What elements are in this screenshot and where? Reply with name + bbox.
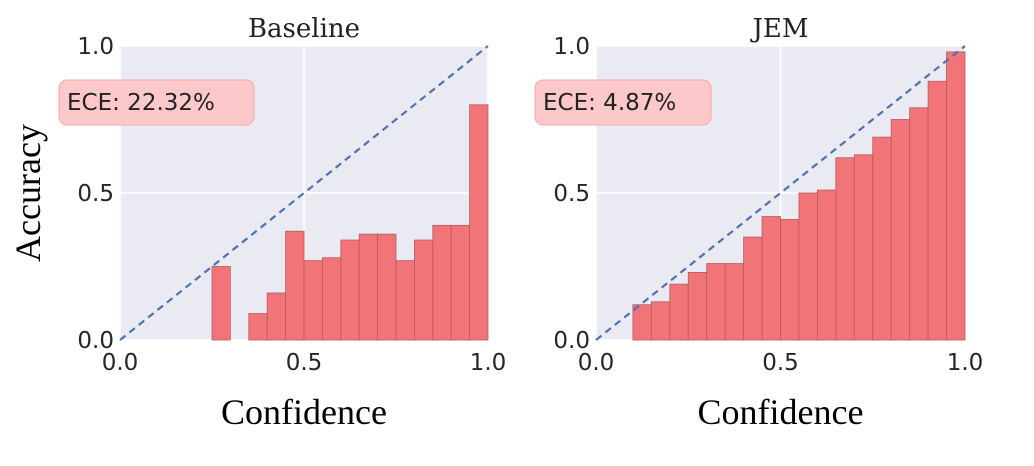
bar: [669, 283, 689, 341]
x-tick-label: 1.0: [470, 350, 507, 376]
tick-labels: 0.0 0.5 1.0 0.0 0.5 1.0: [77, 34, 506, 376]
tick-labels: 0.0 0.5 1.0 0.0 0.5 1.0: [553, 34, 983, 376]
bar: [817, 189, 837, 341]
bar: [632, 304, 652, 341]
bar: [285, 230, 305, 341]
bars: [632, 51, 966, 341]
bar: [872, 136, 892, 341]
x-tick-label: 0.5: [286, 350, 323, 376]
bar: [927, 80, 947, 341]
ece-annotation: ECE: 4.87%: [534, 79, 712, 126]
bar: [358, 233, 379, 341]
bar: [853, 154, 874, 341]
perfect-calibration-line: [595, 45, 966, 341]
bar: [321, 257, 342, 341]
bar: [706, 263, 726, 341]
x-axis-label: Confidence: [698, 392, 864, 432]
bar: [743, 236, 763, 341]
bar: [798, 192, 818, 341]
bar: [395, 260, 415, 341]
ece-box: [58, 79, 255, 126]
ece-text: ECE: 22.32%: [67, 90, 215, 116]
bar: [946, 51, 966, 341]
y-tick-label: 0.5: [77, 181, 114, 207]
bar: [450, 224, 471, 341]
bar: [211, 266, 231, 341]
y-tick-label: 1.0: [553, 34, 590, 60]
bar: [724, 263, 745, 341]
perfect-calibration-line: [119, 45, 489, 341]
bar: [650, 301, 671, 341]
bar: [780, 219, 800, 341]
x-tick-label: 1.0: [947, 350, 984, 376]
baseline-panel: 0.0 0.5 1.0 0.0 0.5 1.0 Baseline Confidence E…: [58, 14, 506, 432]
x-tick-label: 0.0: [102, 350, 139, 376]
bar: [413, 239, 434, 341]
y-tick-label: 0.5: [553, 181, 590, 207]
y-tick-label: 1.0: [77, 34, 114, 60]
x-tick-label: 0.5: [762, 350, 799, 376]
x-tick-label: 0.0: [578, 350, 615, 376]
ece-annotation: ECE: 22.32%: [58, 79, 255, 126]
bar: [890, 119, 911, 341]
bar: [340, 239, 360, 341]
bar: [909, 107, 929, 341]
bar: [687, 271, 708, 341]
x-axis-label: Confidence: [221, 392, 387, 432]
y-axis-label: Accuracy: [8, 124, 48, 262]
bar: [835, 157, 855, 341]
y-tick-label: 0.0: [553, 328, 590, 354]
bar: [266, 292, 287, 341]
ece-box: [534, 79, 712, 126]
bar: [248, 313, 268, 341]
bars: [211, 104, 489, 341]
bar: [303, 260, 323, 341]
bar: [432, 224, 452, 341]
y-tick-label: 0.0: [77, 328, 114, 354]
bar: [469, 104, 489, 341]
bar: [761, 216, 781, 341]
chart-title: JEM: [749, 14, 808, 44]
bar: [377, 233, 397, 341]
ece-text: ECE: 4.87%: [543, 90, 676, 116]
jem-panel: 0.0 0.5 1.0 0.0 0.5 1.0 JEM Confidence ECE: 4…: [534, 14, 983, 432]
chart-title: Baseline: [248, 14, 360, 44]
